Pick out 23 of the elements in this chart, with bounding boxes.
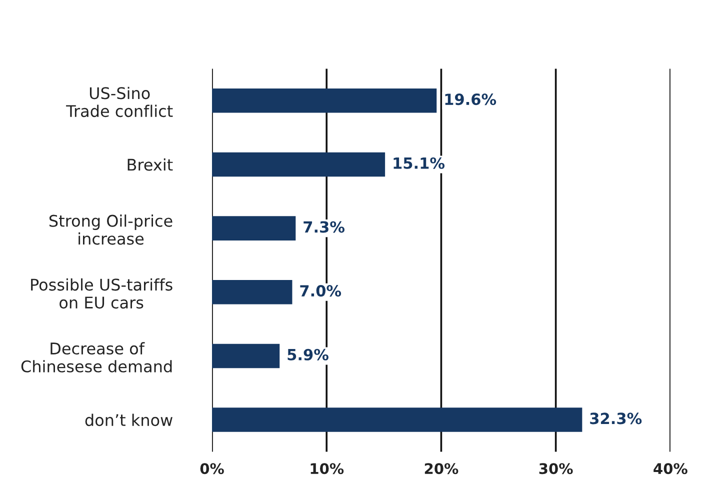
x-tick-label: 40%	[654, 463, 688, 474]
bar	[212, 88, 437, 113]
x-tick-label: 0%	[200, 463, 224, 474]
bar	[212, 280, 292, 304]
x-tick-label: 20%	[424, 463, 458, 474]
y-tick-label: Possible US-tariffs on EU cars	[31, 278, 172, 309]
data-label: 32.3%	[590, 412, 642, 424]
bar	[212, 216, 296, 240]
bar	[212, 152, 386, 177]
y-tick-label: Strong Oil-price increase	[49, 214, 172, 245]
data-label: 5.9%	[288, 348, 328, 360]
y-tick-label: US-Sino Trade conflict	[66, 86, 173, 118]
bar	[212, 344, 280, 368]
x-tick-label: 10%	[310, 463, 344, 474]
x-tick-label: 30%	[539, 463, 573, 474]
data-label: 15.1%	[394, 157, 445, 169]
data-label: 7.3%	[304, 221, 344, 233]
y-tick-label: Decrease of Chinesese demand	[21, 342, 172, 372]
data-label: 7.0%	[300, 285, 342, 297]
bar	[212, 408, 582, 432]
data-label: 19.6%	[445, 94, 496, 106]
y-tick-label: don’t know	[85, 414, 172, 426]
y-tick-label: Brexit	[128, 158, 173, 171]
